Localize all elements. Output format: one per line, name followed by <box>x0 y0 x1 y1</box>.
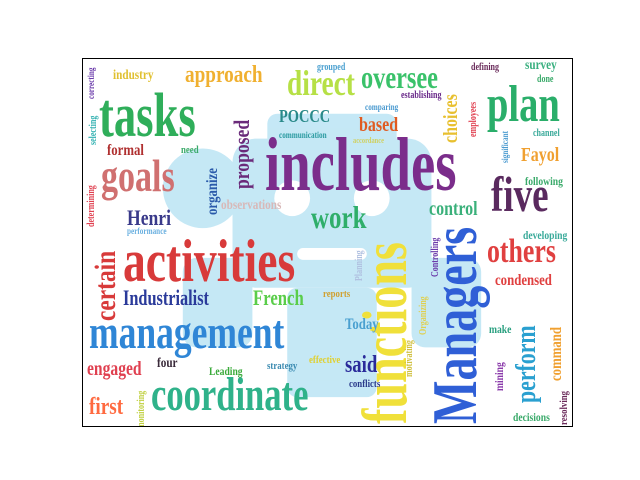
word-formal: formal <box>107 142 144 159</box>
word-organize: organize <box>204 168 221 215</box>
word-four: four <box>157 356 178 371</box>
word-leading: Leading <box>209 364 243 378</box>
word-command: command <box>548 326 565 381</box>
word-resolving: resolving <box>558 390 570 425</box>
word-proposed: proposed <box>229 119 254 189</box>
word-effective: effective <box>309 354 341 366</box>
word-said: said <box>345 352 378 378</box>
word-perform: perform <box>511 325 542 403</box>
word-establishing: establishing <box>401 90 442 101</box>
word-reports: reports <box>323 288 351 300</box>
word-developing: developing <box>523 228 568 242</box>
word-planning: Planning <box>354 250 365 281</box>
word-channel: channel <box>533 128 560 139</box>
word-certain: certain <box>89 250 122 321</box>
word-goals: goals <box>101 150 175 201</box>
word-determining: determining <box>86 185 97 227</box>
word-performance: performance <box>127 226 167 236</box>
word-today: Today <box>345 316 379 333</box>
robot-watermark-icon <box>162 113 482 398</box>
word-significant: significant <box>500 130 510 163</box>
word-observations: observations <box>221 198 282 213</box>
word-mining: mining <box>492 362 506 391</box>
word-condensed: condensed <box>495 272 552 289</box>
word-tasks: tasks <box>99 82 196 150</box>
word-defining: defining <box>471 62 500 73</box>
word-correcting: correcting <box>86 67 96 99</box>
word-henri: Henri <box>127 205 171 230</box>
word-based: based <box>359 114 399 136</box>
word-need: need <box>181 144 199 156</box>
word-industrialist: Industrialist <box>123 285 209 310</box>
word-control: control <box>429 198 478 220</box>
word-survey: survey <box>525 58 557 73</box>
word-industry: industry <box>113 68 154 83</box>
word-done: done <box>537 74 554 85</box>
word-motivating: motivating <box>404 340 415 377</box>
word-communication: communication <box>279 130 327 140</box>
word-following: following <box>525 174 563 188</box>
word-monitoring: monitoring <box>136 390 147 427</box>
word-first: first <box>89 394 124 420</box>
word-conflicts: conflicts <box>349 378 381 390</box>
word-organizing: Organizing <box>418 296 429 335</box>
word-fayol: Fayol <box>521 144 560 166</box>
word-plan: plan <box>487 76 560 133</box>
word-includes: includes <box>265 123 457 207</box>
word-cloud-frame: includes activities management functions… <box>82 58 573 427</box>
word-make: make <box>489 322 512 336</box>
word-poccc: POCCC <box>279 106 331 126</box>
word-approach: approach <box>185 62 263 88</box>
word-employees: employees <box>468 101 479 137</box>
word-work: work <box>311 199 367 235</box>
word-grouped: grouped <box>317 62 346 73</box>
word-five: five <box>491 166 549 222</box>
word-selecting: selecting <box>88 115 99 145</box>
word-engaged: engaged <box>87 358 142 380</box>
word-french: French <box>253 285 304 310</box>
word-strategy: strategy <box>267 360 298 372</box>
word-comparing: comparing <box>365 102 399 112</box>
word-oversee: oversee <box>361 59 438 95</box>
word-management: management <box>89 306 285 359</box>
word-accordance: accordance <box>353 136 384 145</box>
word-decisions: decisions <box>513 410 550 424</box>
word-activities: activities <box>123 228 296 294</box>
word-others: others <box>487 233 556 270</box>
word-direct: direct <box>287 63 355 103</box>
word-controlling: Controlling <box>430 237 441 277</box>
word-choices: choices <box>440 94 462 143</box>
word-coordinate: coordinate <box>151 368 309 421</box>
